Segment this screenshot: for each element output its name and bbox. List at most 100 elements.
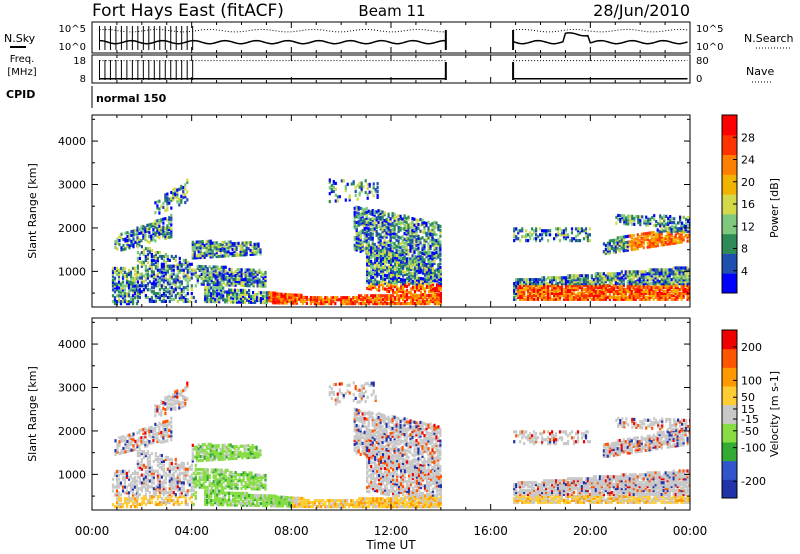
- echo-cell: [376, 195, 379, 199]
- echo-cell: [654, 284, 657, 288]
- echo-cell: [521, 282, 524, 286]
- echo-cell: [239, 249, 242, 253]
- echo-cell: [390, 278, 393, 282]
- echo-cell: [160, 284, 163, 288]
- echo-cell: [600, 297, 603, 301]
- echo-cell: [368, 296, 371, 300]
- echo-cell: [210, 279, 213, 283]
- echo-cell: [374, 294, 377, 298]
- echo-cell: [650, 278, 653, 282]
- echo-cell: [382, 294, 385, 298]
- echo-cell: [612, 240, 615, 244]
- echo-cell: [402, 268, 405, 272]
- echo-cell: [184, 274, 187, 278]
- echo-cell: [630, 289, 633, 293]
- echo-cell: [374, 266, 377, 270]
- echo-cell: [170, 424, 173, 428]
- echo-cell: [413, 266, 417, 270]
- echo-cell: [374, 256, 377, 260]
- echo-cell: [663, 224, 666, 228]
- echo-cell: [437, 241, 440, 245]
- echo-cell: [168, 292, 171, 296]
- echo-cell: [668, 240, 671, 244]
- echo-cell: [423, 300, 427, 304]
- echo-cell: [650, 289, 653, 293]
- echo-cell: [316, 296, 319, 300]
- echo-cell: [385, 221, 388, 225]
- echo-cell: [131, 298, 135, 302]
- echo-cell: [644, 238, 647, 242]
- echo-cell: [117, 499, 121, 503]
- echo-cell: [115, 497, 119, 501]
- echo-cell: [374, 280, 377, 284]
- echo-cell: [365, 222, 368, 226]
- echo-cell: [129, 272, 133, 276]
- echo-cell: [219, 254, 222, 258]
- echo-cell: [415, 226, 418, 230]
- echo-cell: [336, 296, 339, 300]
- echo-cell: [378, 259, 381, 263]
- echo-cell: [686, 285, 689, 290]
- echo-cell: [164, 197, 167, 201]
- echo-cell: [111, 282, 115, 286]
- echo-cell: [386, 302, 389, 306]
- echo-cell: [122, 247, 125, 251]
- echo-cell: [521, 293, 524, 297]
- echo-cell: [680, 280, 683, 284]
- echo-cell: [622, 280, 625, 284]
- echo-cell: [527, 291, 530, 295]
- echo-cell: [186, 276, 189, 280]
- echo-cell: [551, 284, 554, 288]
- echo-cell: [407, 256, 410, 260]
- echo-cell: [413, 302, 417, 306]
- echo-cell: [622, 297, 625, 301]
- echo-cell: [647, 219, 650, 223]
- echo-cell: [660, 229, 663, 233]
- nsky-trace: [99, 39, 446, 45]
- echo-cell: [417, 219, 420, 223]
- echo-cell: [204, 299, 207, 303]
- echo-cell: [669, 215, 672, 219]
- echo-cell: [379, 235, 382, 239]
- echo-cell: [417, 250, 420, 254]
- echo-cell: [204, 286, 207, 290]
- echo-cell: [356, 197, 359, 201]
- echo-cell: [170, 215, 173, 219]
- echo-cell: [535, 295, 538, 299]
- echo-cell: [439, 248, 442, 252]
- echo-cell: [218, 275, 221, 279]
- echo-cell: [142, 251, 145, 255]
- echo-cell: [362, 300, 365, 304]
- echo-cell: [396, 254, 399, 258]
- echo-cell: [666, 226, 669, 231]
- echo-cell: [374, 278, 377, 282]
- echo-cell: [604, 287, 607, 292]
- echo-cell: [411, 217, 414, 221]
- echo-cell: [355, 228, 358, 233]
- echo-cell: [256, 298, 259, 303]
- echo-cell: [638, 280, 641, 284]
- echo-cell: [367, 233, 370, 237]
- echo-cell: [680, 230, 683, 234]
- echo-cell: [124, 231, 127, 235]
- echo-cell: [357, 239, 360, 243]
- echo-cell: [403, 255, 406, 259]
- echo-cell: [242, 283, 245, 288]
- echo-cell: [678, 282, 681, 286]
- echo-cell: [162, 438, 165, 442]
- echo-cell: [623, 214, 626, 218]
- echo-cell: [622, 247, 625, 251]
- echo-cell: [158, 199, 161, 203]
- echo-cell: [654, 274, 657, 278]
- echo-cell: [630, 278, 633, 282]
- echo-cell: [164, 264, 167, 268]
- echo-cell: [417, 276, 421, 280]
- echo-cell: [680, 232, 683, 236]
- echo-cell: [158, 220, 161, 224]
- echo-cell: [377, 215, 380, 219]
- echo-cell: [390, 296, 393, 300]
- echo-cell: [604, 251, 607, 255]
- echo-cell: [164, 408, 167, 412]
- echo-cell: [359, 230, 362, 234]
- echo-cell: [590, 285, 593, 290]
